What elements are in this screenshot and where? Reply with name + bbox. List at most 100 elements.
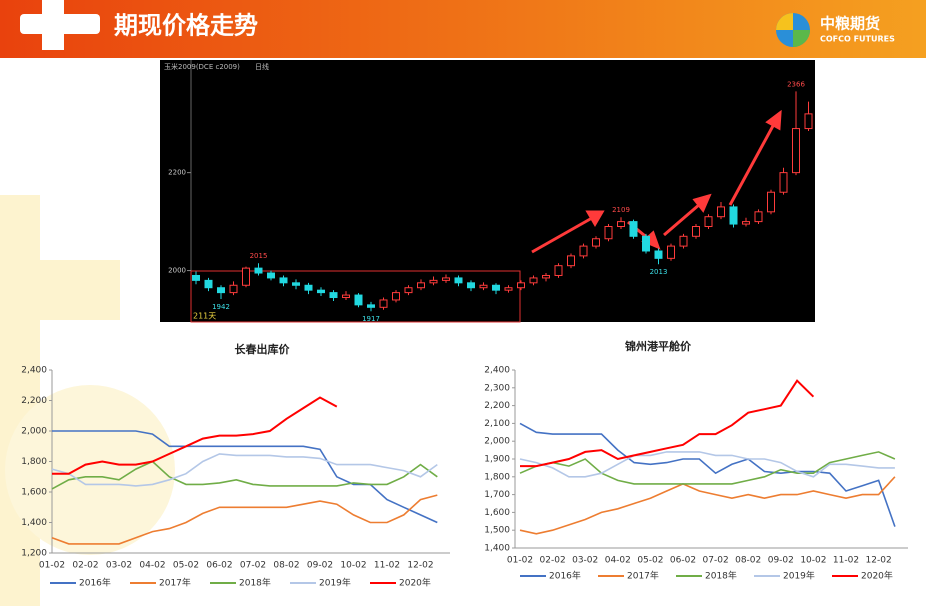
candle-body — [804, 113, 813, 130]
candle-body — [579, 245, 588, 257]
x-tick-label: 09-02 — [768, 556, 794, 566]
x-tick-label: 02-02 — [72, 561, 98, 571]
x-tick-label: 03-02 — [572, 556, 598, 566]
y-tick-label: 1,400 — [21, 518, 47, 528]
candle-body — [392, 292, 400, 301]
candle-body — [742, 221, 750, 225]
candle-body — [792, 128, 800, 174]
legend-label: 2020年 — [861, 570, 893, 582]
legend-label: 2016年 — [549, 570, 581, 582]
candle-body — [467, 282, 475, 289]
candle-body — [304, 284, 313, 291]
candle-body — [679, 235, 688, 247]
candle-body — [229, 284, 238, 294]
x-tick-label: 11-02 — [833, 556, 859, 566]
candle-body — [692, 226, 700, 237]
series-line — [519, 476, 896, 535]
series-line — [51, 460, 438, 490]
candle-body — [342, 294, 350, 299]
x-tick-label: 05-02 — [637, 556, 663, 566]
x-tick-label: 12-02 — [866, 556, 892, 566]
chart-title: 长春出库价 — [235, 342, 291, 356]
candle-body — [292, 282, 300, 286]
y-tick-label: 2,000 — [484, 437, 510, 447]
legend-label: 2017年 — [627, 570, 659, 582]
y-tick-label: 1,200 — [21, 549, 47, 559]
kline-title: 玉米2009(DCE c2009) — [164, 62, 240, 71]
y-tick-label: 1,900 — [484, 455, 510, 465]
y-tick-label: 1,500 — [484, 526, 510, 536]
candle-body — [604, 226, 613, 240]
low-label: 1917 — [362, 315, 380, 323]
candle-body — [279, 277, 288, 284]
x-tick-label: 06-02 — [670, 556, 696, 566]
y-tick-label: 2000 — [168, 267, 186, 275]
header-icon — [20, 0, 100, 50]
y-tick-label: 2,200 — [21, 396, 47, 406]
x-tick-label: 10-02 — [800, 556, 826, 566]
low-label: 1942 — [212, 303, 230, 311]
series-line — [51, 453, 438, 487]
y-tick-label: 2,400 — [484, 366, 510, 376]
candle-body — [654, 250, 663, 259]
candle-body — [492, 284, 500, 291]
x-tick-label: 09-02 — [307, 561, 333, 571]
x-tick-label: 08-02 — [273, 561, 299, 571]
candle-body — [479, 284, 488, 289]
kline-period: 日线 — [255, 62, 269, 71]
candle-body — [254, 267, 263, 274]
candle-body — [642, 235, 650, 252]
candle-body — [667, 245, 675, 259]
y-tick-label: 2,300 — [484, 383, 510, 393]
y-tick-label: 2,000 — [21, 427, 47, 437]
low-label: 2013 — [650, 268, 668, 276]
candle-body — [329, 292, 338, 299]
chart-title: 锦州港平舱价 — [625, 339, 692, 353]
candle-body — [204, 279, 213, 289]
series-line — [519, 422, 896, 527]
x-tick-label: 06-02 — [206, 561, 232, 571]
x-tick-label: 11-02 — [374, 561, 400, 571]
candle-body — [554, 265, 563, 276]
candle-body — [367, 304, 375, 308]
high-label: 2015 — [250, 252, 268, 260]
candle-body — [704, 216, 713, 228]
legend-label: 2016年 — [79, 577, 111, 589]
x-tick-label: 01-02 — [507, 556, 533, 566]
legend-label: 2019年 — [783, 570, 815, 582]
x-tick-label: 02-02 — [540, 556, 566, 566]
legend-label: 2018年 — [239, 577, 271, 589]
legend-label: 2019年 — [319, 577, 351, 589]
y-tick-label: 1,800 — [484, 472, 510, 482]
candle-body — [779, 172, 788, 193]
legend-label: 2020年 — [399, 577, 431, 589]
candle-body — [429, 279, 438, 284]
watermark — [0, 195, 175, 606]
candle-body — [504, 287, 513, 291]
x-tick-label: 04-02 — [605, 556, 631, 566]
x-tick-label: 07-02 — [703, 556, 729, 566]
logo-cn: 中粮期货 — [820, 15, 880, 33]
candle-body — [267, 272, 275, 279]
x-tick-label: 07-02 — [240, 561, 266, 571]
candle-body — [379, 299, 388, 308]
header-bar — [0, 0, 926, 58]
candle-body — [442, 277, 450, 281]
x-tick-label: 12-02 — [407, 561, 433, 571]
candle-body — [729, 206, 738, 225]
logo-en: COFCO FUTURES — [820, 35, 895, 44]
candle-body — [354, 294, 363, 306]
series-line — [520, 379, 815, 468]
candle-body — [767, 191, 775, 213]
candle-body — [242, 267, 250, 286]
series-line — [52, 430, 438, 524]
y-tick-label: 1,700 — [484, 490, 510, 500]
y-tick-label: 2,100 — [484, 419, 510, 429]
y-tick-label: 1,800 — [21, 457, 47, 467]
candle-body — [317, 289, 325, 294]
candle-body — [567, 255, 575, 267]
candle-body — [217, 287, 225, 294]
kline-panel — [160, 60, 815, 322]
series-line — [52, 396, 338, 475]
candle-body — [717, 206, 725, 218]
